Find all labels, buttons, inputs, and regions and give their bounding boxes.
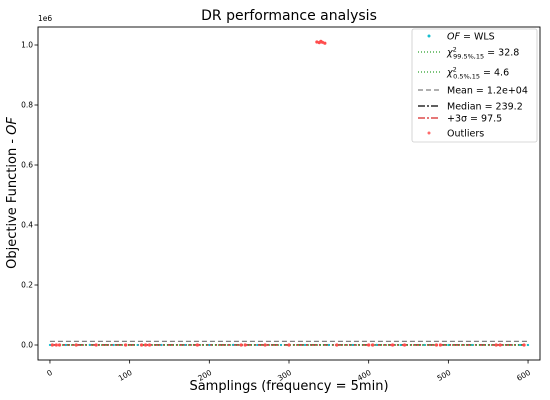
legend-entry-chi_low: χ2 0.5%,15 = 4.6	[446, 66, 509, 81]
wls-point	[375, 343, 378, 347]
y-axis: 0.0 0.2 0.4 0.6 0.8 1.0	[21, 41, 38, 350]
legend-subscript: 0.5%,15	[453, 73, 480, 81]
legend-entry-outliers: Outliers	[447, 129, 484, 140]
wls-point	[256, 343, 259, 347]
y-tick-label: 1.0	[21, 41, 33, 50]
x-axis-label: Samplings (frequency = 5min)	[189, 379, 388, 394]
wls-point	[518, 343, 522, 347]
outlier-point	[335, 343, 339, 347]
wls-point	[184, 343, 187, 347]
outlier-point	[94, 343, 98, 347]
legend-chi: χ	[446, 48, 453, 59]
wls-point	[208, 343, 211, 347]
wls-point	[526, 343, 530, 347]
outlier-point	[434, 343, 439, 347]
outlier-point	[494, 343, 498, 347]
wls-point	[327, 343, 330, 347]
outlier-point	[371, 343, 375, 347]
outlier-point	[74, 343, 78, 347]
chart-title: DR performance analysis	[201, 8, 377, 24]
legend-superscript: 2	[453, 46, 457, 54]
legend-symbol: OF	[447, 32, 460, 43]
legend-marker	[427, 34, 431, 38]
legend-entry-median: Median = 239.2	[447, 102, 523, 113]
outlier-point	[438, 343, 442, 347]
wls-point	[88, 343, 91, 347]
legend-marker	[427, 131, 431, 135]
y-tick-label: 0.2	[21, 281, 33, 290]
wls-point	[64, 343, 67, 347]
wls-point	[112, 343, 115, 347]
outlier-point	[57, 343, 62, 347]
wls-point	[232, 343, 235, 347]
outlier-point	[287, 343, 291, 347]
y-tick-label: 0.6	[21, 161, 33, 170]
legend-chi: χ	[446, 68, 453, 79]
outlier-point	[390, 343, 395, 347]
outlier-point	[195, 343, 199, 347]
wls-point	[351, 343, 354, 347]
y-axis-label-symbol: OF	[5, 117, 20, 135]
outlier-point	[367, 343, 371, 347]
outlier-point	[54, 343, 58, 347]
wls-point	[423, 343, 426, 347]
outlier-point	[315, 40, 319, 44]
legend-subscript: 99.5%,15	[453, 53, 484, 61]
legend-text: = WLS	[460, 32, 495, 43]
wls-point	[136, 343, 139, 347]
outlier-point	[243, 343, 247, 347]
wls-point	[279, 343, 283, 347]
y-axis-label-prefix: Objective Function -	[5, 135, 20, 269]
wls-point	[471, 343, 474, 347]
outlier-point	[498, 343, 502, 347]
outlier-point	[323, 41, 327, 45]
outlier-point	[263, 343, 267, 347]
y-axis-label: Objective Function - OF	[5, 117, 20, 269]
outlier-point	[522, 343, 526, 347]
legend-superscript: 2	[453, 66, 457, 74]
y-tick-label: 0.8	[21, 101, 33, 110]
outlier-point	[139, 343, 144, 347]
wls-point	[48, 343, 52, 347]
wls-point	[303, 343, 307, 347]
legend-box	[411, 28, 538, 143]
outlier-point	[402, 343, 407, 347]
legend-entry-chi_high: χ2 99.5%,15 = 32.8	[446, 46, 519, 61]
legend-text: = 4.6	[480, 68, 509, 79]
y-tick-label: 0.4	[21, 221, 33, 230]
outlier-point	[147, 343, 152, 347]
wls-point	[447, 343, 450, 347]
data-points	[48, 39, 530, 347]
outlier-point	[124, 343, 128, 347]
outlier-point	[239, 343, 243, 347]
legend-entry-mean: Mean = 1.2e+04	[447, 86, 528, 97]
y-tick-label: 0.0	[21, 341, 33, 350]
x-tick-label: 0	[45, 368, 54, 378]
outlier-point	[143, 343, 148, 347]
y-multiplier-label: 1e6	[38, 14, 52, 23]
legend-entry-sigma: +3σ = 97.5	[447, 114, 502, 125]
legend-text: = 32.8	[484, 48, 519, 59]
wls-point	[160, 343, 163, 347]
legend-entry-wls: OF = WLS	[447, 32, 495, 43]
wls-point	[399, 343, 402, 347]
outlier-point	[50, 343, 54, 347]
